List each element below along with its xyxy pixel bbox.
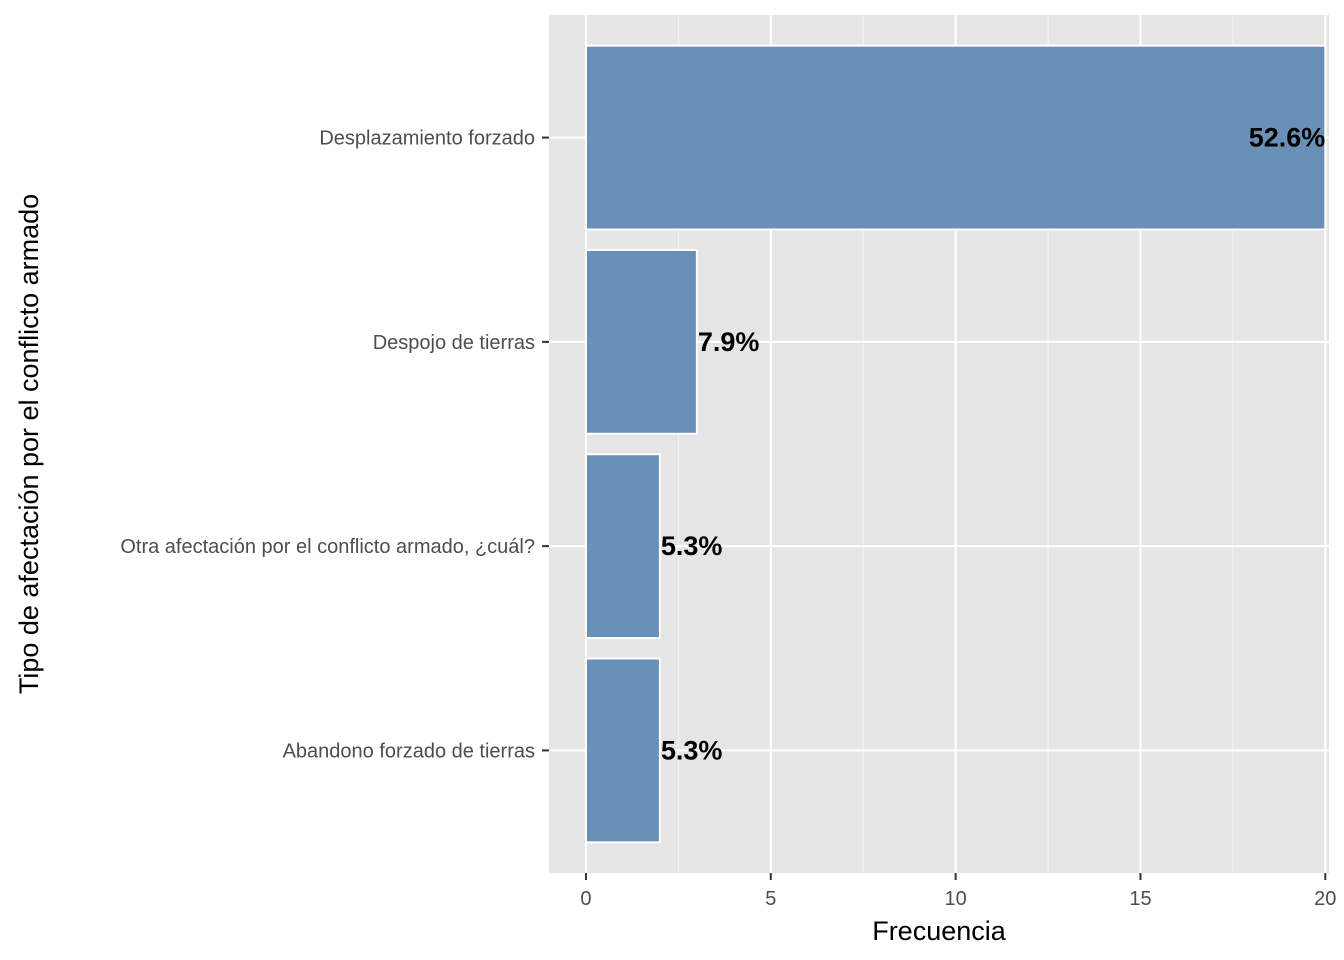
bar xyxy=(584,453,661,640)
x-tick-label: 0 xyxy=(580,888,591,910)
x-tick-label: 20 xyxy=(1314,888,1336,910)
bar xyxy=(584,248,698,435)
y-axis-title: Tipo de afectación por el conflicto arma… xyxy=(14,194,44,694)
y-tick-label: Despojo de tierras xyxy=(373,332,535,354)
bars xyxy=(584,44,1327,844)
y-tick-label: Otra afectación por el conflicto armado,… xyxy=(120,536,535,558)
data-labels: 52.6% 7.9% 5.3% 5.3% xyxy=(661,123,1325,766)
y-axis: Desplazamiento forzado Despojo de tierras… xyxy=(120,128,549,762)
x-axis: 0 5 10 15 20 xyxy=(580,873,1336,910)
bar xyxy=(584,44,1327,231)
bar-data-label: 7.9% xyxy=(698,327,760,357)
bar-data-label: 5.3% xyxy=(661,735,723,765)
y-tick-label: Abandono forzado de tierras xyxy=(283,740,535,762)
x-tick-label: 5 xyxy=(765,888,776,910)
bar-data-label: 52.6% xyxy=(1249,123,1326,153)
x-tick-label: 10 xyxy=(945,888,967,910)
x-tick-label: 15 xyxy=(1129,888,1151,910)
bar xyxy=(584,657,661,844)
y-tick-label: Desplazamiento forzado xyxy=(319,128,535,150)
x-axis-title: Frecuencia xyxy=(872,916,1007,946)
bar-data-label: 5.3% xyxy=(661,531,723,561)
